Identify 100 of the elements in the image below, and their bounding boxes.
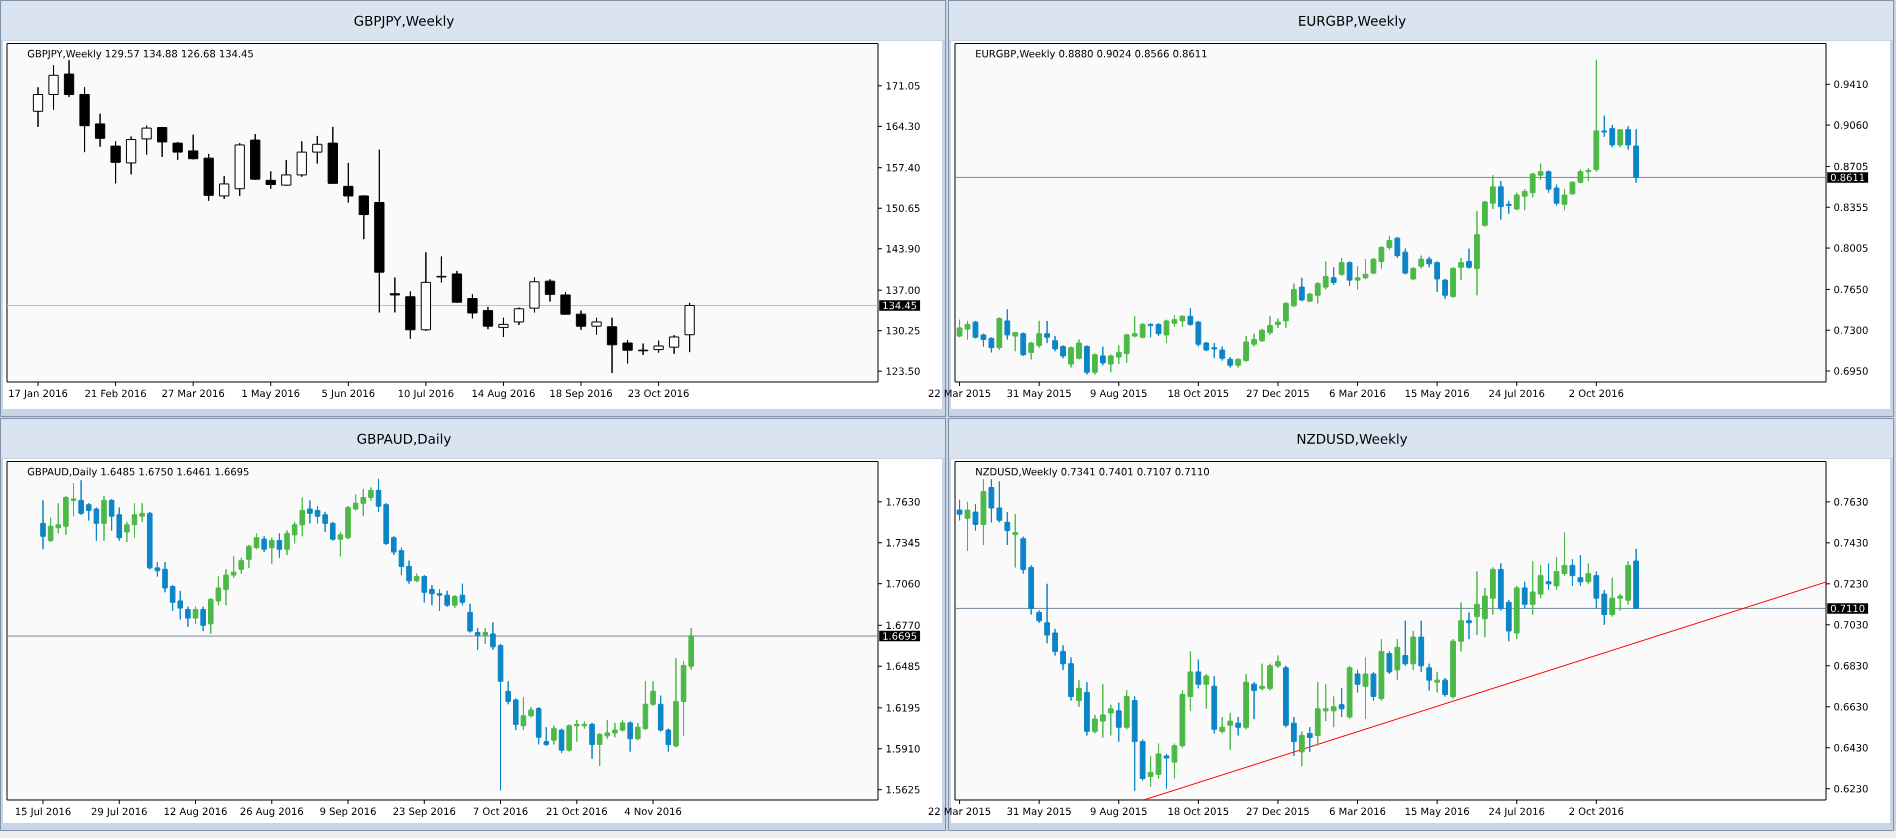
candlestick	[1044, 320, 1050, 344]
x-tick-label: 1 May 2016	[242, 389, 300, 399]
candlestick	[246, 544, 252, 569]
candlestick	[429, 584, 435, 606]
candlestick	[505, 680, 511, 705]
candlestick	[48, 64, 59, 111]
candlestick	[70, 482, 77, 517]
candlestick	[1020, 332, 1027, 357]
candlestick	[1298, 277, 1305, 302]
x-tick-label: 24 Jul 2016	[1489, 389, 1545, 400]
candlestick	[1227, 356, 1234, 369]
candlestick	[314, 505, 321, 524]
candlestick	[1402, 620, 1409, 667]
x-tick-label: 27 Dec 2015	[1246, 389, 1309, 398]
candlestick	[1338, 257, 1345, 276]
candlestick	[110, 140, 121, 184]
candlestick	[63, 495, 69, 536]
y-tick-label: 0.6430	[1834, 743, 1868, 752]
candlestick	[79, 86, 90, 153]
chart-title: NZDUSD,Weekly	[1297, 433, 1408, 447]
candlestick	[513, 307, 525, 326]
candlestick	[1060, 344, 1066, 359]
candlestick	[566, 723, 572, 753]
candlestick	[1187, 307, 1194, 327]
x-tick-label: 23 Sep 2016	[393, 807, 456, 817]
x-tick-label: 21 Oct 2016	[546, 807, 607, 816]
candlestick	[1290, 283, 1297, 308]
chart-title: GBPAUD,Daily	[357, 433, 451, 447]
candlestick	[1322, 260, 1329, 290]
candlestick	[1322, 683, 1329, 722]
candlestick	[1131, 315, 1138, 338]
text: EURGBP,Weekly 0.8880 0.9024 0.8566 0.8611	[976, 49, 1207, 60]
candlestick	[185, 606, 191, 628]
candlestick	[329, 521, 336, 542]
y-tick-label: 0.8705	[1834, 162, 1868, 171]
candlestick	[673, 657, 679, 748]
candlestick	[1529, 172, 1536, 198]
candlestick	[1298, 730, 1305, 767]
candlestick	[1012, 332, 1019, 352]
candlestick	[1052, 628, 1058, 657]
candlestick	[1084, 681, 1090, 736]
candlestick	[1474, 210, 1480, 296]
candlestick	[1211, 675, 1218, 734]
candlestick	[1386, 235, 1393, 251]
candlestick	[1593, 571, 1600, 609]
x-tick-label: 17 Jan 2016	[9, 389, 68, 399]
candlestick	[1370, 671, 1377, 702]
candlestick	[40, 499, 46, 550]
candlestick	[589, 722, 595, 760]
candlestick	[1163, 753, 1170, 790]
candlestick	[1617, 129, 1624, 148]
candlestick	[1577, 554, 1584, 587]
candlestick	[276, 532, 283, 559]
candlestick	[619, 719, 626, 733]
candlestick	[1123, 333, 1130, 364]
x-tick-label: 10 Jul 2016	[398, 389, 454, 400]
y-tick-label: 0.7430	[1834, 539, 1868, 547]
y-tick-label: 0.7630	[1834, 498, 1868, 506]
candlestick	[520, 696, 527, 731]
x-tick-label: 4 Nov 2016	[624, 807, 682, 816]
candlestick	[1187, 650, 1194, 712]
candlestick	[1410, 630, 1417, 671]
candlestick	[560, 291, 571, 316]
candlestick	[490, 621, 496, 651]
candlestick	[1235, 716, 1242, 736]
candlestick	[1099, 683, 1106, 738]
candlestick	[1362, 657, 1369, 720]
y-tick-label: 150.65	[886, 204, 920, 213]
candlestick	[131, 502, 138, 539]
candlestick	[63, 59, 75, 98]
candlestick	[307, 499, 313, 524]
candlestick	[1330, 696, 1337, 728]
y-tick-label: 0.8355	[1834, 203, 1868, 212]
candlestick	[444, 590, 450, 608]
candlestick	[1513, 585, 1520, 640]
x-tick-label: 15 May 2016	[1405, 389, 1469, 399]
candlestick	[1195, 659, 1202, 689]
candlestick	[250, 133, 261, 181]
candlestick	[482, 306, 494, 330]
candlestick	[1609, 124, 1616, 148]
candlestick	[529, 277, 540, 313]
text: NZDUSD,Weekly 0.7341 0.7401 0.7107 0.7110	[976, 467, 1209, 478]
candlestick	[996, 480, 1003, 523]
x-tick-label: 5 Jun 2016	[322, 389, 375, 399]
candlestick	[188, 134, 199, 160]
candlestick	[1505, 200, 1512, 215]
candlestick	[612, 722, 618, 738]
candlestick	[1275, 655, 1281, 669]
y-tick-label: 123.50	[886, 367, 920, 375]
y-tick-label: 0.7650	[1834, 285, 1868, 294]
candlestick	[1434, 260, 1441, 293]
candlestick	[1585, 167, 1592, 182]
candlestick	[1068, 346, 1074, 369]
candlestick	[1450, 266, 1456, 299]
candlestick	[1505, 599, 1512, 642]
x-tick-label: 31 May 2015	[1007, 389, 1071, 399]
candlestick	[162, 561, 168, 593]
y-tick-label: 0.6230	[1834, 784, 1868, 793]
candlestick	[1489, 174, 1496, 210]
candlestick	[1219, 346, 1226, 362]
